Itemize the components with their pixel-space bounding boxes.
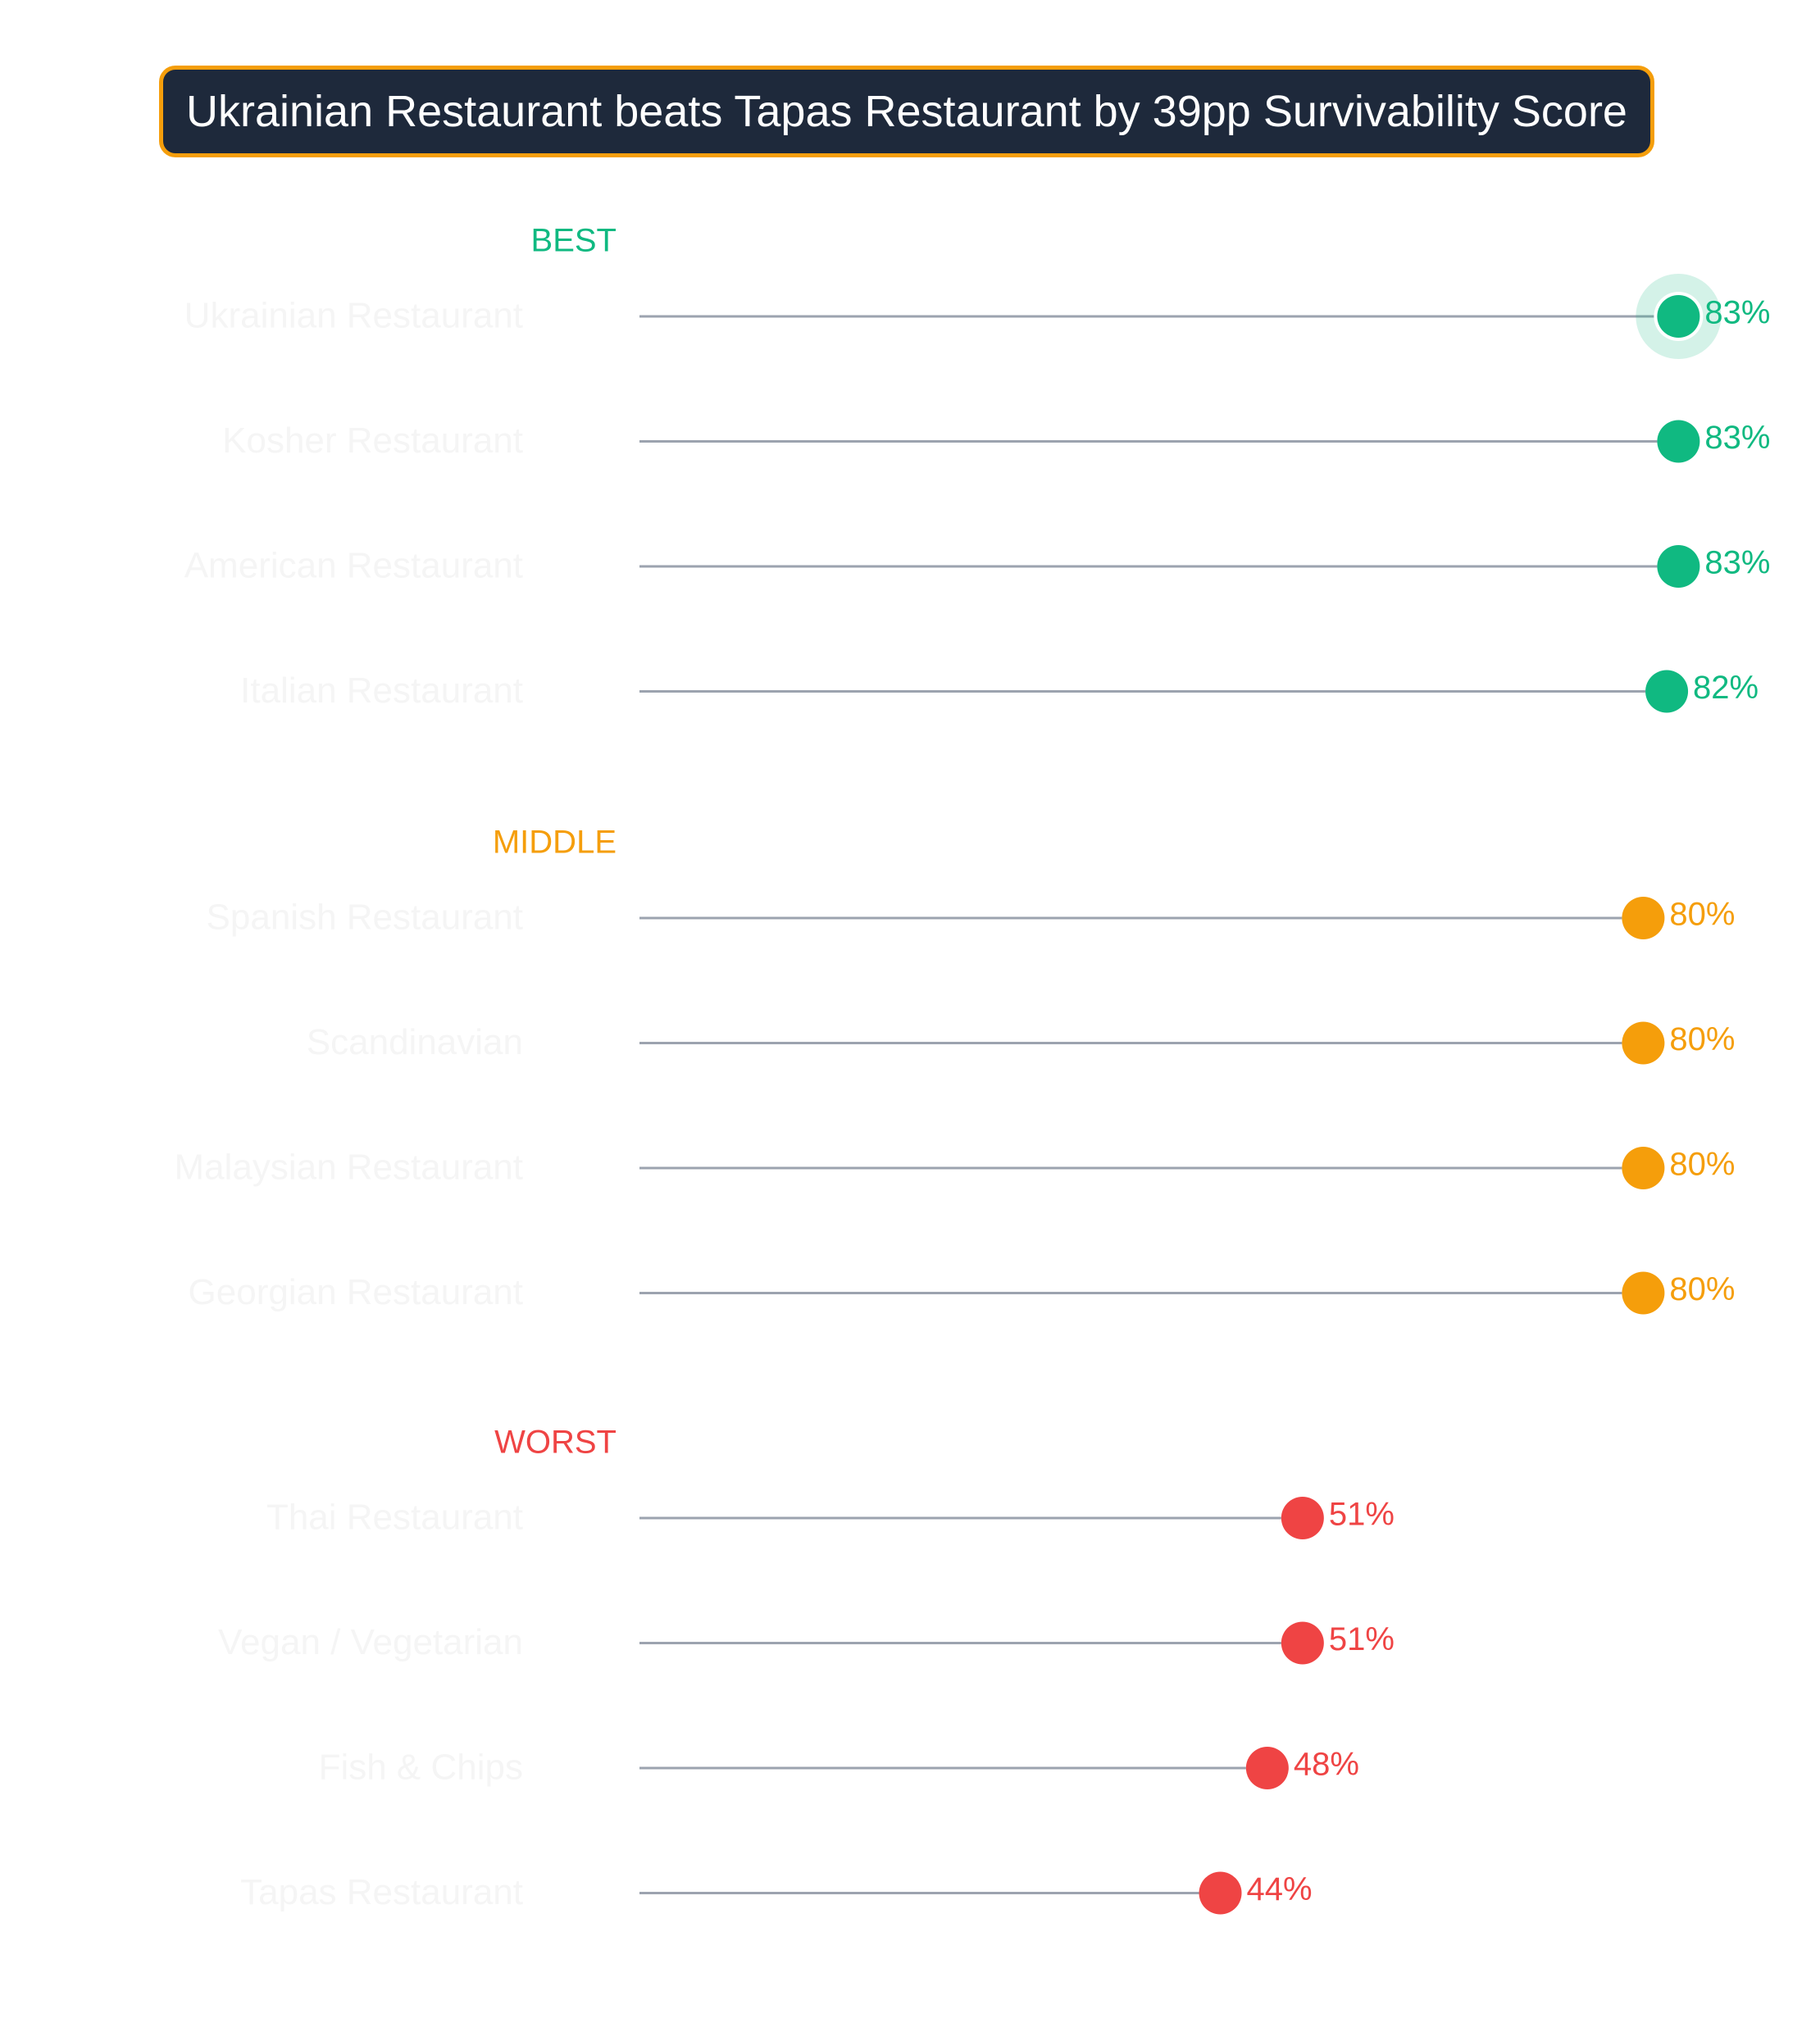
dot-italian-restaurant (1645, 670, 1689, 713)
category-label-fish-chips: Fish & Chips (319, 1748, 523, 1788)
category-label-tapas-restaurant: Tapas Restaurant (240, 1872, 523, 1912)
value-label-fish-chips: 48% (1294, 1747, 1359, 1783)
value-label-spanish-restaurant: 80% (1669, 897, 1735, 933)
category-label-italian-restaurant: Italian Restaurant (240, 670, 523, 711)
value-label-kosher-restaurant: 83% (1704, 420, 1770, 456)
value-label-italian-restaurant: 82% (1693, 670, 1759, 706)
dot-spanish-restaurant (1622, 897, 1665, 939)
dot-scandinavian (1622, 1021, 1665, 1065)
value-label-scandinavian: 80% (1669, 1021, 1735, 1057)
dot-ukrainian-restaurant (1657, 295, 1700, 338)
category-label-ukrainian-restaurant: Ukrainian Restaurant (184, 296, 523, 336)
dot-american-restaurant (1657, 545, 1700, 588)
category-label-american-restaurant: American Restaurant (184, 546, 523, 586)
dot-fish-chips (1245, 1747, 1289, 1789)
category-label-thai-restaurant: Thai Restaurant (266, 1498, 523, 1538)
group-label-middle: MIDDLE (493, 825, 617, 861)
category-label-vegan-vegetarian: Vegan / Vegetarian (218, 1622, 523, 1662)
value-label-vegan-vegetarian: 51% (1329, 1621, 1395, 1657)
value-label-georgian-restaurant: 80% (1669, 1271, 1735, 1307)
category-label-scandinavian: Scandinavian (307, 1022, 523, 1062)
group-label-worst: WORST (494, 1425, 617, 1461)
dot-kosher-restaurant (1657, 420, 1700, 463)
category-label-kosher-restaurant: Kosher Restaurant (222, 420, 523, 461)
value-label-thai-restaurant: 51% (1329, 1497, 1395, 1533)
dot-vegan-vegetarian (1281, 1621, 1324, 1665)
dot-malaysian-restaurant (1622, 1147, 1665, 1189)
dot-thai-restaurant (1281, 1497, 1324, 1539)
group-label-best: BEST (531, 223, 617, 259)
dot-georgian-restaurant (1622, 1271, 1665, 1315)
value-label-tapas-restaurant: 44% (1247, 1871, 1313, 1907)
dot-tapas-restaurant (1199, 1871, 1242, 1915)
category-label-georgian-restaurant: Georgian Restaurant (189, 1272, 523, 1312)
chart-title: Ukrainian Restaurant beats Tapas Restaur… (159, 66, 1654, 157)
value-label-ukrainian-restaurant: 83% (1704, 295, 1770, 331)
category-label-spanish-restaurant: Spanish Restaurant (207, 898, 523, 938)
category-label-malaysian-restaurant: Malaysian Restaurant (174, 1148, 523, 1188)
value-label-malaysian-restaurant: 80% (1669, 1147, 1735, 1183)
value-label-american-restaurant: 83% (1704, 545, 1770, 581)
